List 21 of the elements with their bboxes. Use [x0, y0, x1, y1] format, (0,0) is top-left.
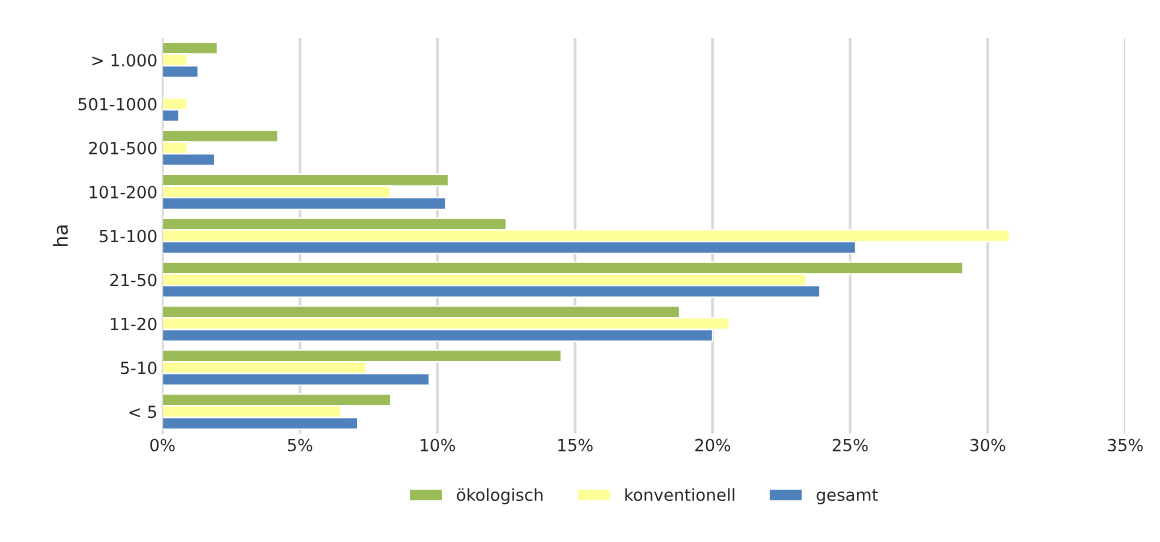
- x-tick-label: 10%: [420, 438, 456, 452]
- y-axis-title: ha: [52, 225, 68, 247]
- x-tick-label: 30%: [970, 438, 1006, 452]
- x-tick-label: 5%: [288, 438, 313, 452]
- y-tick-label: > 1.000: [92, 53, 157, 67]
- y-tick-label: 201-500: [89, 141, 157, 155]
- y-tick-label: 101-200: [89, 185, 157, 199]
- x-tick-label: 35%: [1107, 438, 1143, 452]
- x-tick-label: 20%: [695, 438, 731, 452]
- x-tick-label: 0%: [150, 438, 175, 452]
- y-tick-label: 51-100: [99, 229, 157, 243]
- x-tick-label: 25%: [832, 438, 868, 452]
- legend-label: konventionell: [625, 488, 735, 502]
- legend-label: ökologisch: [456, 488, 543, 505]
- x-tick-label: 15%: [558, 438, 593, 452]
- y-tick-label: 5-10: [121, 361, 157, 375]
- y-tick-label: 11-20: [110, 317, 157, 331]
- y-tick-label: 21-50: [110, 273, 157, 287]
- y-tick-label: 501-1000: [78, 97, 157, 111]
- legend-label: gesamt: [816, 489, 878, 505]
- y-tick-label: < 5: [129, 405, 157, 419]
